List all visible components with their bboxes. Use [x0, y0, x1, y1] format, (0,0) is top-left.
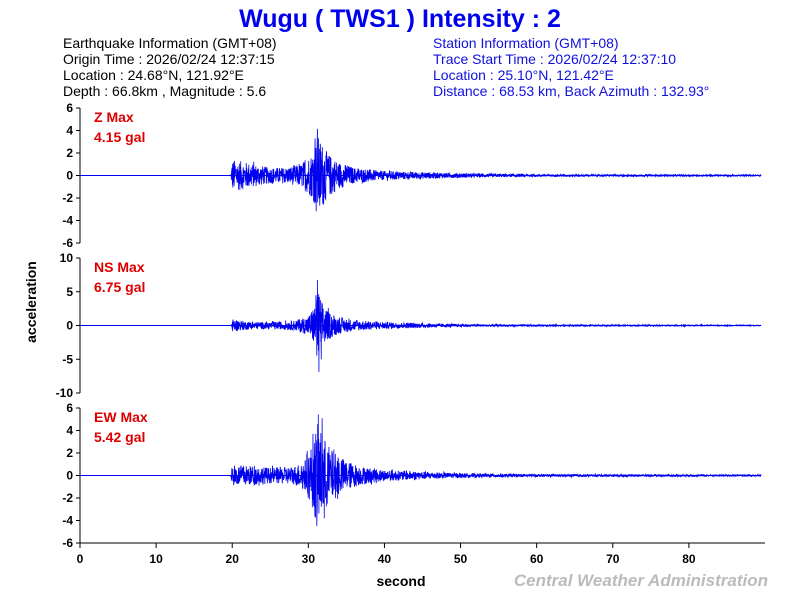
y-tick-label: -6 — [62, 236, 73, 250]
station-location: Location : 25.10°N, 121.42°E — [433, 67, 614, 83]
x-tick-label: 70 — [606, 552, 620, 566]
trace-panels: 6 4 2 0 -2 -4 -6 Z Max 4.15 gal 10 5 0 -5 -10 NS Max 6.… — [56, 101, 762, 550]
earthquake-origin-time: Origin Time : 2026/02/24 12:37:15 — [63, 51, 275, 67]
x-tick-label: 60 — [530, 552, 544, 566]
y-tick-label: 0 — [66, 169, 73, 183]
y-tick-label: -10 — [56, 386, 74, 400]
station-info-heading: Station Information (GMT+08) — [433, 35, 619, 51]
x-tick-label: 10 — [149, 552, 163, 566]
panel-z: 6 4 2 0 -2 -4 -6 Z Max 4.15 gal — [62, 101, 762, 250]
panel-ew: 6 4 2 0 -2 -4 -6 EW Max 5.42 gal — [62, 401, 762, 550]
y-tick-label: 6 — [66, 101, 73, 115]
waveform-ew — [230, 414, 762, 527]
y-tick-label: 5 — [66, 285, 73, 299]
x-tick-label: 40 — [378, 552, 392, 566]
y-tick-label: 6 — [66, 401, 73, 415]
y-tick-label: 4 — [66, 124, 73, 138]
y-tick-label: -2 — [62, 191, 73, 205]
y-tick-label: -2 — [62, 491, 73, 505]
waveform-ns — [230, 279, 762, 373]
earthquake-location: Location : 24.68°N, 121.92°E — [63, 67, 244, 83]
max-value: 4.15 gal — [94, 129, 145, 145]
y-tick-label: 2 — [66, 146, 73, 160]
max-value: 6.75 gal — [94, 279, 145, 295]
station-distance-azimuth: Distance : 68.53 km, Back Azimuth : 132.… — [433, 83, 709, 99]
y-tick-label: 2 — [66, 446, 73, 460]
max-label: NS Max — [94, 259, 145, 275]
y-tick-label: -6 — [62, 536, 73, 550]
y-tick-label: -5 — [62, 352, 73, 366]
x-tick-label: 80 — [682, 552, 696, 566]
max-label: EW Max — [94, 409, 148, 425]
x-axis: 0 10 20 30 40 50 60 70 80 — [77, 542, 765, 566]
y-tick-label: 0 — [66, 319, 73, 333]
max-value: 5.42 gal — [94, 429, 145, 445]
y-tick-label: 10 — [60, 251, 74, 265]
earthquake-info-heading: Earthquake Information (GMT+08) — [63, 35, 277, 51]
y-tick-label: -4 — [62, 214, 73, 228]
earthquake-depth-magnitude: Depth : 66.8km , Magnitude : 5.6 — [63, 83, 266, 99]
x-tick-label: 20 — [226, 552, 240, 566]
credit-text: Central Weather Administration — [514, 571, 768, 590]
max-label: Z Max — [94, 109, 134, 125]
x-tick-label: 0 — [77, 552, 84, 566]
x-tick-label: 50 — [454, 552, 468, 566]
y-tick-label: -4 — [62, 514, 73, 528]
x-axis-label: second — [376, 573, 425, 589]
y-tick-label: 0 — [66, 469, 73, 483]
chart-title: Wugu ( TWS1 ) Intensity : 2 — [239, 5, 561, 33]
y-tick-label: 4 — [66, 424, 73, 438]
x-tick-label: 30 — [302, 552, 316, 566]
station-trace-start: Trace Start Time : 2026/02/24 12:37:10 — [433, 51, 676, 67]
panel-ns: 10 5 0 -5 -10 NS Max 6.75 gal — [56, 251, 762, 400]
y-axis-label: acceleration — [23, 261, 39, 343]
waveform-z — [230, 128, 762, 212]
